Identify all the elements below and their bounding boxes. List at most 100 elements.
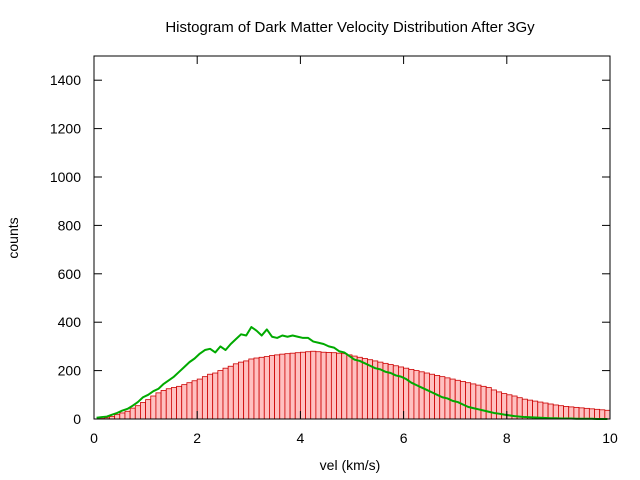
series-line bbox=[96, 326, 608, 420]
y-tick-label: 200 bbox=[58, 363, 82, 379]
histogram-bar bbox=[279, 353, 286, 420]
y-tick-label: 400 bbox=[58, 314, 82, 330]
histogram-bar bbox=[599, 409, 606, 420]
histogram-bar bbox=[372, 360, 379, 420]
histogram-bar bbox=[165, 388, 172, 420]
histogram-bar bbox=[186, 382, 193, 420]
histogram-bar bbox=[604, 409, 611, 420]
histogram-bar bbox=[222, 367, 229, 420]
histogram-bar bbox=[346, 354, 353, 420]
histogram-bar bbox=[552, 404, 559, 420]
histogram-bar bbox=[408, 368, 415, 420]
histogram-bar bbox=[454, 379, 461, 420]
histogram-bar bbox=[176, 385, 183, 420]
histogram-bar bbox=[563, 406, 570, 420]
x-axis: 0 2 4 6 8 10 bbox=[90, 56, 618, 446]
histogram-bar bbox=[532, 400, 539, 420]
x-tick-label: 10 bbox=[602, 430, 618, 446]
y-tick-label: 1400 bbox=[50, 72, 81, 88]
histogram-bar bbox=[191, 380, 198, 420]
histogram-bar bbox=[470, 383, 477, 420]
x-tick-label: 2 bbox=[193, 430, 201, 446]
histogram-bar bbox=[248, 358, 255, 420]
x-tick-label: 4 bbox=[297, 430, 305, 446]
histogram-bar bbox=[480, 385, 487, 420]
histogram-bar bbox=[542, 402, 549, 420]
histogram-bar bbox=[547, 403, 554, 420]
chart-title: Histogram of Dark Matter Velocity Distri… bbox=[165, 19, 535, 36]
histogram-bar bbox=[325, 352, 332, 420]
histogram-bar bbox=[594, 408, 601, 420]
histogram-bar bbox=[315, 351, 322, 420]
y-axis: 0 200 400 600 800 1000 1200 1400 bbox=[50, 72, 610, 427]
histogram-bar bbox=[558, 405, 564, 420]
histogram-bar bbox=[578, 407, 585, 420]
histogram-bar bbox=[588, 408, 595, 420]
histogram-bar bbox=[114, 414, 121, 420]
histogram-bar bbox=[129, 407, 136, 420]
histogram-bar bbox=[305, 351, 312, 420]
histogram-bar bbox=[527, 399, 534, 420]
histogram-bar bbox=[361, 358, 368, 420]
histogram-bar bbox=[351, 355, 358, 420]
histogram-bar bbox=[330, 352, 337, 420]
histogram-bar bbox=[418, 371, 425, 420]
histogram-bar bbox=[134, 405, 141, 420]
plot-frame bbox=[93, 55, 611, 420]
y-tick-label: 0 bbox=[73, 411, 81, 427]
histogram-bar bbox=[243, 360, 250, 420]
histogram-bar bbox=[263, 356, 270, 420]
histogram-bar bbox=[227, 365, 234, 420]
y-tick-label: 800 bbox=[58, 217, 82, 233]
histogram-bar bbox=[196, 378, 203, 420]
x-axis-label: vel (km/s) bbox=[320, 457, 381, 473]
histogram-bar bbox=[150, 395, 157, 420]
histogram-bar bbox=[434, 375, 441, 420]
x-tick-label: 0 bbox=[90, 430, 98, 446]
histogram-bar bbox=[207, 373, 214, 420]
histogram-bar bbox=[336, 352, 343, 420]
histogram-bar bbox=[320, 351, 327, 420]
histogram-bar bbox=[568, 406, 575, 420]
histogram-bar bbox=[289, 352, 296, 420]
y-tick-label: 1000 bbox=[50, 169, 81, 185]
histogram-bar bbox=[160, 390, 167, 420]
histogram-bar bbox=[119, 412, 126, 420]
histogram-bar bbox=[238, 361, 245, 420]
histogram-bar bbox=[475, 384, 482, 420]
histogram-bar bbox=[170, 387, 177, 420]
x-tick-label: 8 bbox=[503, 430, 511, 446]
histogram-bar bbox=[299, 351, 306, 420]
histogram-bar bbox=[294, 352, 301, 420]
histogram-bars bbox=[98, 350, 611, 420]
histogram-bar bbox=[140, 402, 147, 420]
histogram-bar bbox=[537, 401, 544, 420]
histogram-bar bbox=[253, 357, 260, 420]
histogram-bar bbox=[465, 382, 472, 420]
histogram-bar bbox=[583, 407, 590, 420]
histogram-bar bbox=[403, 367, 410, 420]
histogram-bar bbox=[124, 410, 131, 420]
histogram-bar bbox=[217, 370, 224, 420]
histogram-bar bbox=[212, 372, 219, 420]
y-tick-label: 1200 bbox=[50, 121, 81, 137]
histogram-bar bbox=[356, 356, 363, 420]
histogram-bar bbox=[398, 366, 405, 420]
histogram-bar bbox=[413, 370, 420, 420]
histogram-bar bbox=[490, 389, 497, 420]
histogram-bar bbox=[573, 406, 580, 420]
histogram-bar bbox=[274, 354, 281, 420]
histogram-bar bbox=[367, 359, 374, 420]
histogram-bar bbox=[201, 376, 208, 420]
histogram-bar bbox=[258, 356, 265, 420]
histogram-bar bbox=[284, 353, 291, 420]
histogram-bar bbox=[232, 363, 239, 420]
histogram-bar bbox=[155, 392, 162, 420]
y-axis-label: counts bbox=[5, 217, 21, 258]
histogram-bar bbox=[459, 381, 466, 420]
histogram-bar bbox=[145, 399, 152, 420]
x-tick-label: 6 bbox=[400, 430, 408, 446]
histogram-bar bbox=[341, 353, 348, 420]
y-tick-label: 600 bbox=[58, 266, 82, 282]
